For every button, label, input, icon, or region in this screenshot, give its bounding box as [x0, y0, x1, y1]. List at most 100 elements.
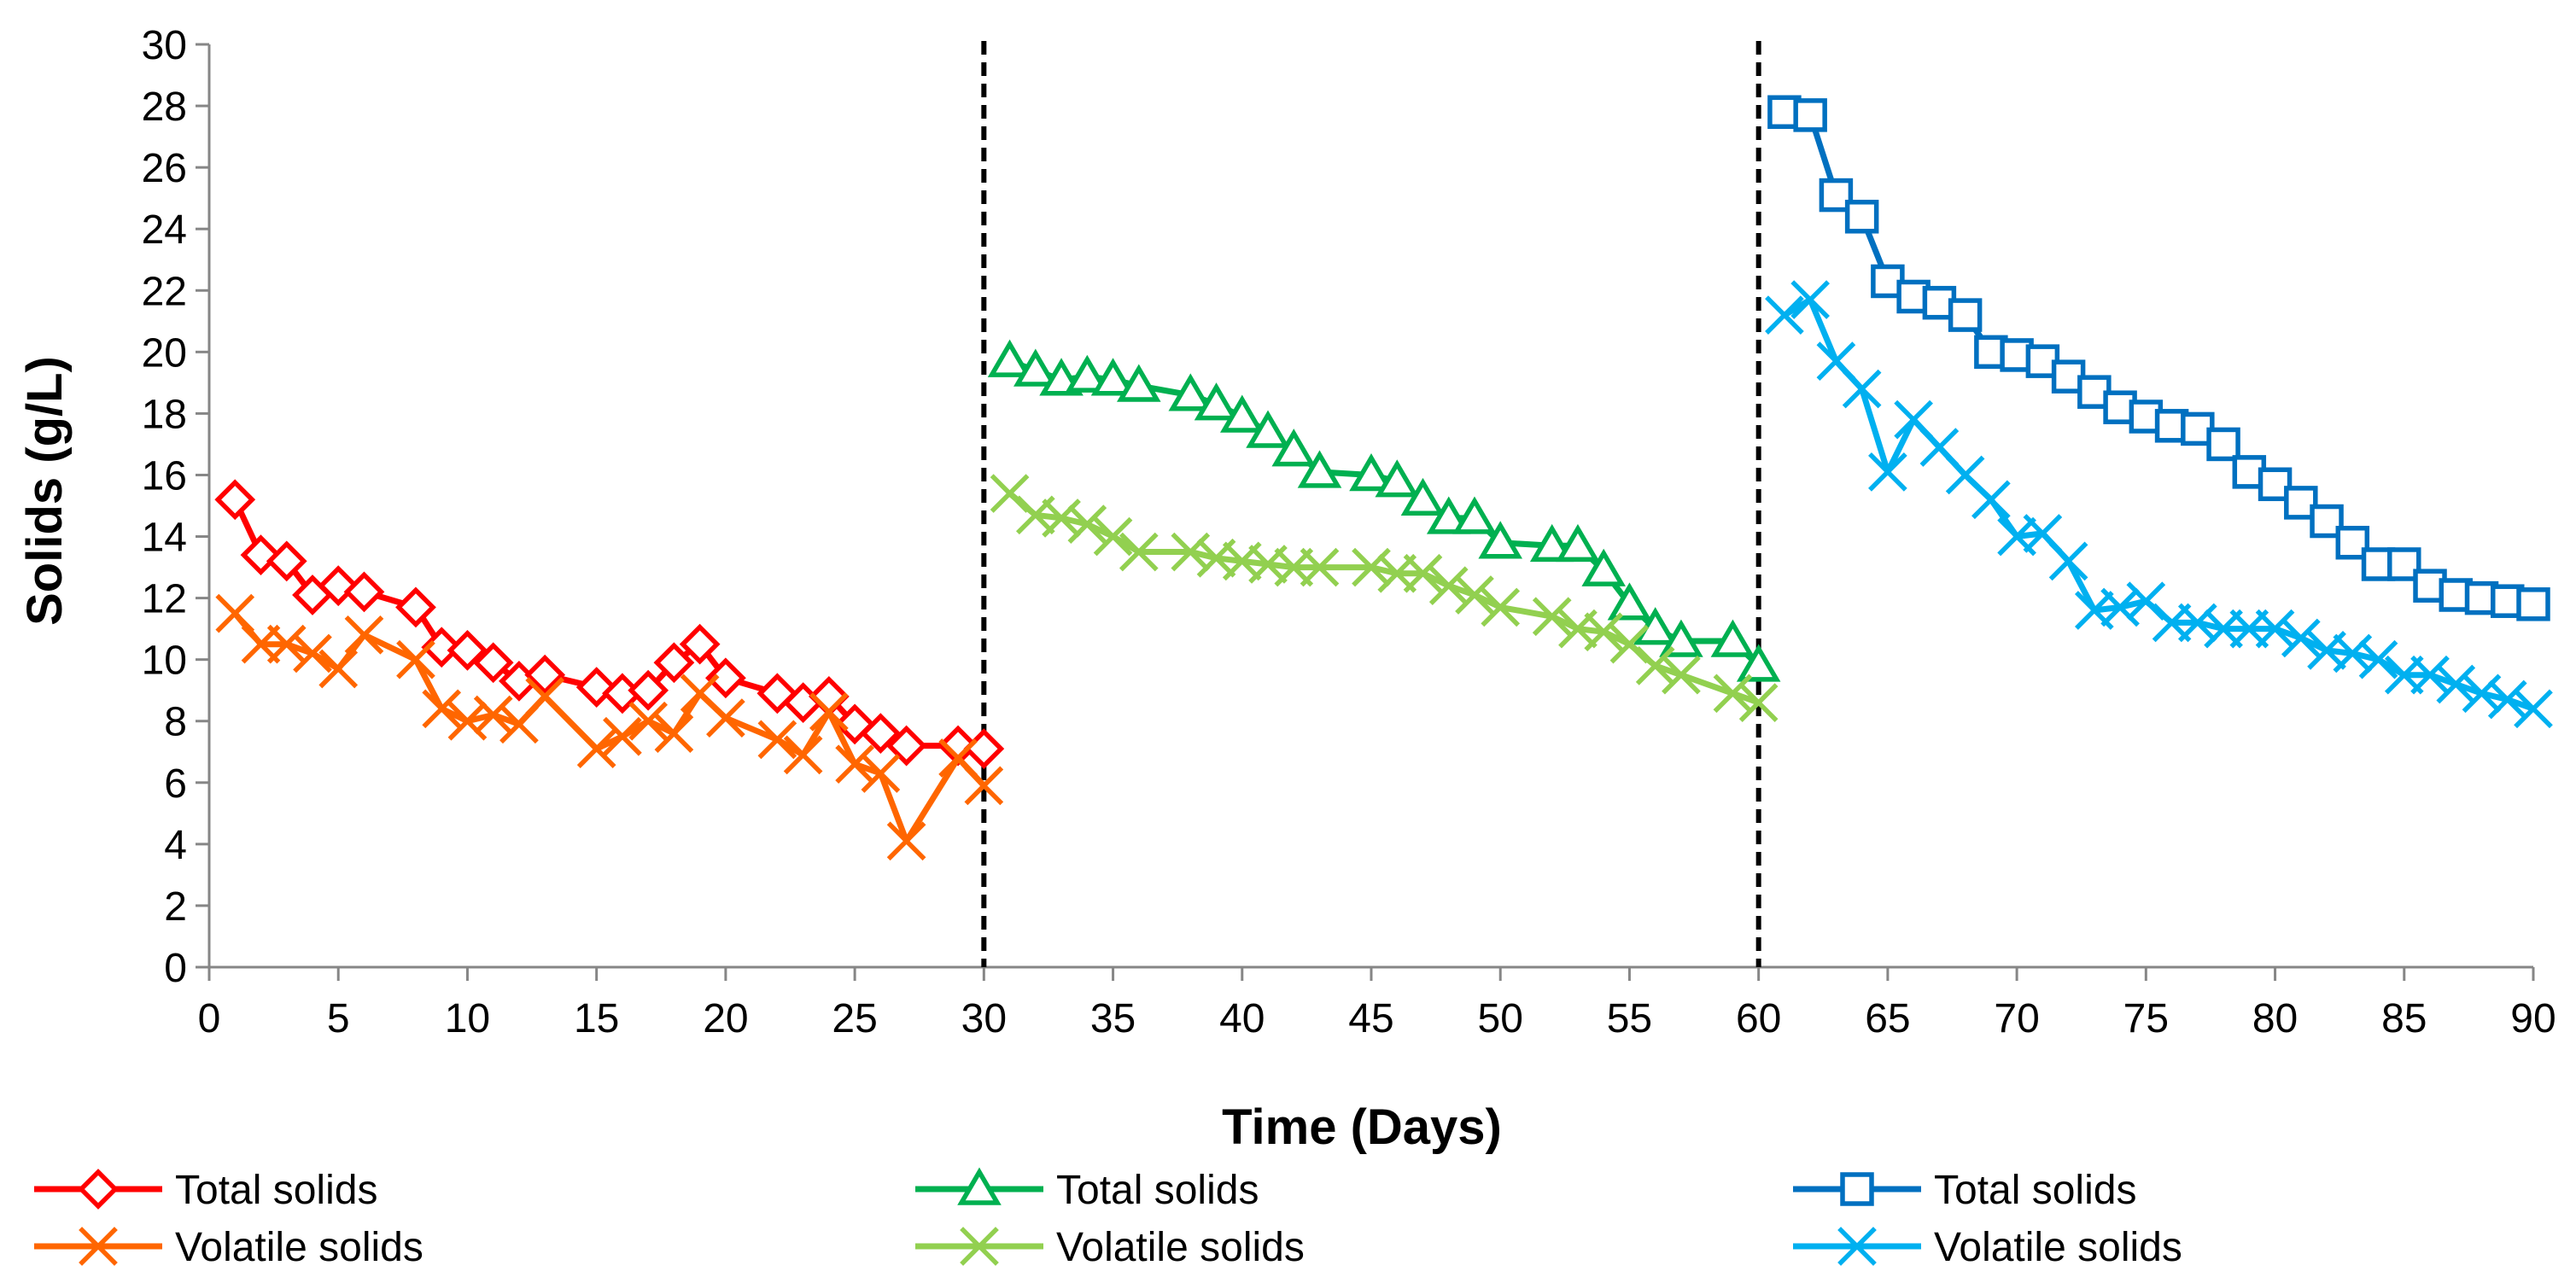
- x-tick-label: 70: [1994, 996, 2039, 1041]
- series-1-point: [860, 713, 902, 755]
- series-1-point: [628, 669, 669, 711]
- series-6-point: [2100, 587, 2140, 627]
- series-6-point: [1790, 280, 1831, 319]
- series-2-point: [422, 689, 462, 729]
- series-4-point: [1403, 553, 1443, 593]
- series-2-point: [447, 701, 488, 741]
- series-3-point: [1297, 450, 1342, 488]
- series-3-point: [1349, 453, 1393, 492]
- series-6-point: [1971, 480, 2011, 520]
- legend-entry-4: Volatile solids: [915, 1225, 1305, 1270]
- series-2-point: [783, 735, 823, 775]
- series-3-point: [1065, 354, 1110, 393]
- series-1-point: [421, 627, 463, 668]
- series-6-point: [2436, 664, 2476, 704]
- x-tick-label: 30: [961, 996, 1007, 1041]
- y-tick-label: 2: [164, 884, 187, 930]
- series-6-group: [1765, 280, 2553, 729]
- series-2-point: [861, 754, 901, 793]
- series-6-point: [2487, 679, 2527, 720]
- series-1-point: [214, 479, 256, 521]
- series-3-point: [1013, 348, 1058, 387]
- series-1-line: [231, 496, 987, 752]
- series-4-point: [1042, 499, 1081, 538]
- series-4-point: [1119, 532, 1159, 572]
- series-5-group: [1767, 95, 2550, 621]
- series-3-point: [1246, 410, 1290, 448]
- series-3-point: [1194, 382, 1239, 421]
- y-tick-label: 24: [142, 207, 187, 253]
- series-5-point: [1793, 98, 1827, 132]
- x-tick-label: 50: [1478, 996, 1523, 1041]
- legend-marker: [78, 1169, 119, 1210]
- x-axis-title: Time (Days): [1222, 1099, 1502, 1155]
- y-tick-label: 0: [164, 946, 187, 991]
- series-3-point: [1375, 459, 1420, 498]
- series-3-point: [1168, 373, 1213, 411]
- series-5-point: [2516, 587, 2550, 621]
- series-4-group: [990, 474, 1779, 722]
- legend-entry-2: Volatile solids: [34, 1225, 423, 1270]
- x-tick-label: 60: [1736, 996, 1781, 1041]
- y-axis-title: Solids (g/L): [17, 356, 73, 626]
- series-2-point: [654, 714, 694, 753]
- legend-label: Volatile solids: [1056, 1225, 1305, 1270]
- series-4-point: [1428, 566, 1469, 606]
- x-tick-label: 80: [2252, 996, 2298, 1041]
- series-1-point: [472, 642, 514, 684]
- series-3-point: [987, 339, 1032, 377]
- y-tick-label: 28: [142, 85, 187, 130]
- legend-label: Volatile solids: [1934, 1225, 2182, 1270]
- series-2-point: [215, 593, 255, 633]
- series-2-point: [964, 766, 1004, 806]
- x-tick-label: 10: [445, 996, 490, 1041]
- series-4-point: [1584, 612, 1624, 652]
- legend-entry-1: Total solids: [34, 1168, 377, 1213]
- series-6-point: [2126, 581, 2166, 621]
- y-tick-label: 8: [164, 700, 187, 745]
- series-3-group: [987, 339, 1781, 682]
- series-3-point: [1529, 523, 1574, 563]
- series-3-point: [1219, 394, 1265, 433]
- x-tick-label: 45: [1348, 996, 1393, 1041]
- series-4-point: [1352, 547, 1391, 587]
- series-1-point: [343, 571, 385, 613]
- series-3-point: [1556, 523, 1600, 563]
- series-3-point: [1452, 496, 1497, 534]
- series-4-point: [1635, 646, 1675, 685]
- series-2-point: [344, 615, 384, 655]
- x-tick-label: 65: [1865, 996, 1910, 1041]
- x-tick-label: 85: [2381, 996, 2427, 1041]
- series-1-point: [447, 629, 488, 671]
- series-5-line: [1781, 108, 2537, 608]
- series-6-point: [2514, 689, 2553, 729]
- series-4-point: [1067, 504, 1107, 544]
- series-2-point: [293, 633, 332, 674]
- y-tick-label: 10: [142, 639, 187, 684]
- series-2-point: [318, 649, 359, 689]
- x-tick-label: 20: [703, 996, 748, 1041]
- series-2-point: [706, 698, 745, 738]
- y-tick-label: 4: [164, 823, 187, 868]
- series-6-point: [1868, 452, 1907, 492]
- y-tick-label: 14: [142, 516, 187, 561]
- series-6-point: [2177, 603, 2217, 643]
- series-2-point: [576, 729, 616, 769]
- legend-marker: [960, 1227, 999, 1266]
- legend-marker: [1837, 1227, 1877, 1266]
- series-6-point: [1842, 369, 1882, 409]
- series-1-point: [679, 623, 721, 665]
- y-tick-label: 22: [142, 269, 187, 314]
- series-1-point: [524, 654, 566, 696]
- series-4-point: [990, 474, 1030, 513]
- legend-label: Volatile solids: [175, 1225, 423, 1270]
- series-3-point: [1478, 521, 1523, 559]
- series-4-point: [1300, 547, 1340, 587]
- y-tick-label: 18: [142, 392, 187, 437]
- series-2-point: [266, 624, 307, 664]
- series-6-point: [2410, 655, 2450, 695]
- series-4-point: [1662, 655, 1701, 695]
- x-tick-label: 75: [2123, 996, 2169, 1041]
